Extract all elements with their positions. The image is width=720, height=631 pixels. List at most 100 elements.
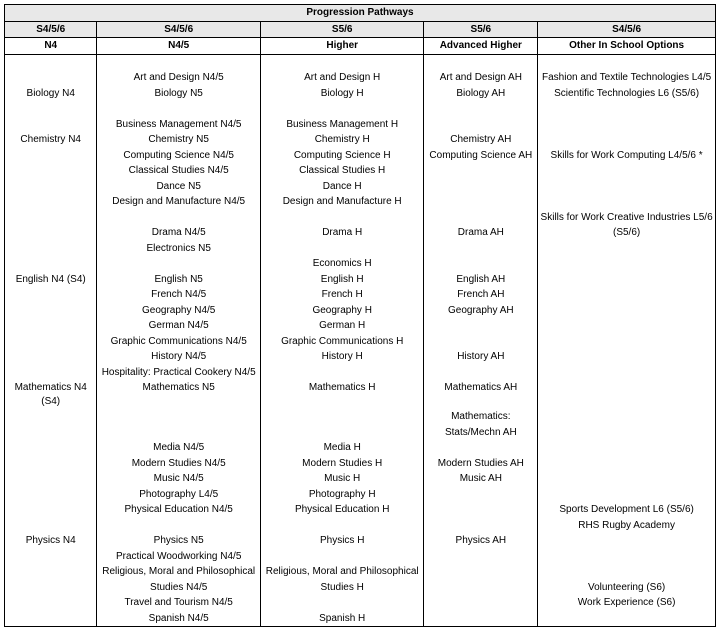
cell: Photography H: [260, 487, 424, 503]
cell: [260, 101, 424, 117]
cell: [5, 303, 97, 319]
cell: [538, 365, 716, 381]
cell: Scientific Technologies L6 (S5/6): [538, 86, 716, 102]
cell: [97, 409, 261, 425]
cell: [5, 210, 97, 226]
cell: [260, 518, 424, 534]
table-row: Design and Manufacture N4/5Design and Ma…: [5, 194, 716, 210]
cell: [97, 101, 261, 117]
cell: Business Management H: [260, 117, 424, 133]
cell: [538, 163, 716, 179]
cell: [538, 54, 716, 70]
cell: RHS Rugby Academy: [538, 518, 716, 534]
cell: [424, 365, 538, 381]
cell: Media H: [260, 440, 424, 456]
cell: [5, 409, 97, 425]
h1-2: S5/6: [260, 21, 424, 38]
table-row: Spanish N4/5Spanish H: [5, 611, 716, 627]
cell: [538, 303, 716, 319]
cell: [5, 117, 97, 133]
table-row: German N4/5German H: [5, 318, 716, 334]
cell: [5, 318, 97, 334]
table-row: Music N4/5Music HMusic AH: [5, 471, 716, 487]
cell: [538, 101, 716, 117]
cell: Modern Studies H: [260, 456, 424, 472]
cell: Practical Woodworking N4/5: [97, 549, 261, 565]
h1-4: S4/5/6: [538, 21, 716, 38]
cell: [538, 349, 716, 365]
cell: Music AH: [424, 471, 538, 487]
cell: [538, 179, 716, 195]
table-row: Modern Studies N4/5Modern Studies HModer…: [5, 456, 716, 472]
cell: French H: [260, 287, 424, 303]
cell: Work Experience (S6): [538, 595, 716, 611]
cell: [97, 425, 261, 441]
h2-1: N4/5: [97, 38, 261, 55]
cell: [424, 564, 538, 580]
cell: [5, 580, 97, 596]
cell: Design and Manufacture N4/5: [97, 194, 261, 210]
cell: [538, 549, 716, 565]
cell: [97, 54, 261, 70]
cell: Stats/Mechn AH: [424, 425, 538, 441]
cell: [424, 241, 538, 257]
cell: [260, 409, 424, 425]
cell: Mathematics N5: [97, 380, 261, 409]
table-row: Practical Woodworking N4/5: [5, 549, 716, 565]
cell: [5, 440, 97, 456]
cell: [424, 318, 538, 334]
cell: [424, 54, 538, 70]
cell: [424, 179, 538, 195]
cell: Dance N5: [97, 179, 261, 195]
cell: Fashion and Textile Technologies L4/5: [538, 70, 716, 86]
h1-0: S4/5/6: [5, 21, 97, 38]
cell: [260, 595, 424, 611]
cell: Art and Design AH: [424, 70, 538, 86]
cell: [5, 54, 97, 70]
cell: French N4/5: [97, 287, 261, 303]
cell: Chemistry H: [260, 132, 424, 148]
table-row: Stats/Mechn AH: [5, 425, 716, 441]
table-row: Art and Design N4/5Art and Design HArt a…: [5, 70, 716, 86]
table-title: Progression Pathways: [5, 5, 716, 22]
cell: French AH: [424, 287, 538, 303]
table-row: History N4/5History HHistory AH: [5, 349, 716, 365]
table-row: Computing Science N4/5Computing Science …: [5, 148, 716, 164]
cell: [538, 409, 716, 425]
cell: Mathematics AH: [424, 380, 538, 409]
cell: English N5: [97, 272, 261, 288]
cell: [5, 194, 97, 210]
cell: [5, 334, 97, 350]
cell: Music N4/5: [97, 471, 261, 487]
cell: Studies N4/5: [97, 580, 261, 596]
cell: Physics H: [260, 533, 424, 549]
cell: [538, 287, 716, 303]
table-row: Graphic Communications N4/5Graphic Commu…: [5, 334, 716, 350]
cell: [538, 194, 716, 210]
cell: [260, 425, 424, 441]
cell: Drama N4/5: [97, 225, 261, 241]
cell: [538, 564, 716, 580]
header-row-2: N4 N4/5 Higher Advanced Higher Other In …: [5, 38, 716, 55]
h2-4: Other In School Options: [538, 38, 716, 55]
table-row: Mathematics N4 (S4)Mathematics N5Mathema…: [5, 380, 716, 409]
cell: Classical Studies H: [260, 163, 424, 179]
cell: [538, 132, 716, 148]
cell: [424, 440, 538, 456]
cell: [260, 549, 424, 565]
cell: [5, 101, 97, 117]
cell: Chemistry N5: [97, 132, 261, 148]
table-row: Drama N4/5Drama HDrama AH(S5/6): [5, 225, 716, 241]
cell: [5, 287, 97, 303]
cell: [538, 318, 716, 334]
cell: [5, 471, 97, 487]
cell: Drama AH: [424, 225, 538, 241]
cell: Economics H: [260, 256, 424, 272]
cell: [538, 380, 716, 409]
cell: [5, 456, 97, 472]
cell: Business Management N4/5: [97, 117, 261, 133]
cell: [5, 564, 97, 580]
table-row: Business Management N4/5Business Managem…: [5, 117, 716, 133]
cell: Biology N4: [5, 86, 97, 102]
cell: Biology N5: [97, 86, 261, 102]
